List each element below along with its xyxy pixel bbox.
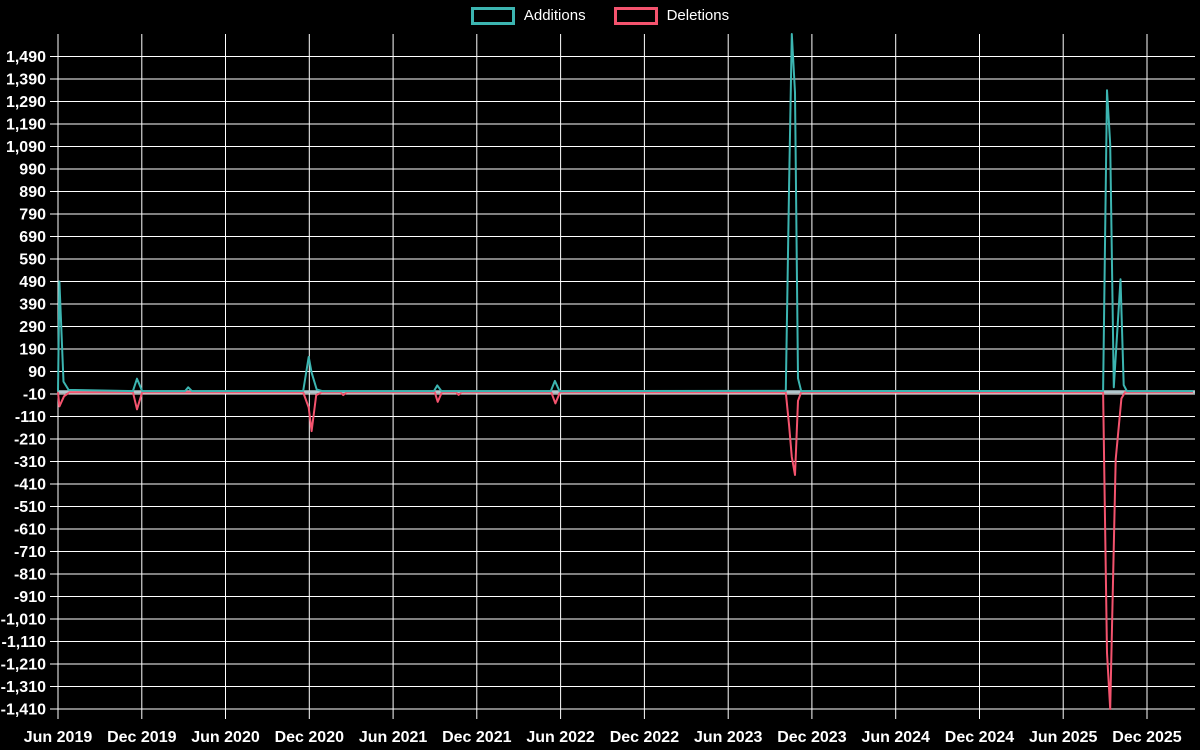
deletions-swatch-icon (613, 7, 658, 25)
y-tick-label: -710 (14, 544, 46, 561)
x-tick-label: Jun 2021 (359, 729, 428, 746)
y-tick-label: -1,210 (1, 657, 46, 674)
y-tick-label: 990 (19, 162, 46, 179)
x-tick-label: Dec 2020 (275, 729, 344, 746)
y-tick-label: 1,190 (6, 117, 46, 134)
y-tick-label: -410 (14, 477, 46, 494)
legend-item-additions[interactable]: Additions (470, 6, 586, 26)
legend-label-additions: Additions (523, 7, 586, 24)
y-tick-label: 1,090 (6, 139, 46, 156)
y-tick-label: 290 (19, 319, 46, 336)
x-tick-label: Jun 2023 (694, 729, 763, 746)
y-tick-label: 790 (19, 207, 46, 224)
legend-label-deletions: Deletions (666, 7, 730, 24)
x-tick-label: Dec 2021 (442, 729, 511, 746)
y-tick-label: 1,390 (6, 72, 46, 89)
y-tick-label: 690 (19, 229, 46, 246)
legend-item-deletions[interactable]: Deletions (613, 6, 730, 26)
x-tick-label: Jun 2019 (24, 729, 93, 746)
x-tick-label: Jun 2025 (1029, 729, 1098, 746)
y-tick-label: -310 (14, 454, 46, 471)
y-tick-label: 490 (19, 274, 46, 291)
y-axis-labels: 1,490 1,390 1,290 1,190 1,090 990 890 790 690 590… (1, 49, 46, 719)
y-tick-label: 890 (19, 184, 46, 201)
x-axis-labels: Jun 2019 Dec 2019 Jun 2020 Dec 2020 Jun 2021… (24, 729, 1182, 746)
y-tick-label: 390 (19, 297, 46, 314)
y-tick-label: -1,410 (1, 702, 46, 719)
chart-legend: Additions Deletions (0, 6, 1200, 26)
y-tick-label: -1,110 (2, 634, 47, 651)
grid (50, 34, 1195, 719)
y-tick-label: -110 (15, 409, 46, 426)
x-tick-label: Dec 2019 (107, 729, 176, 746)
y-tick-label: -910 (14, 589, 46, 606)
y-tick-label: 590 (19, 252, 46, 269)
y-tick-label: -210 (14, 432, 46, 449)
additions-line (57, 33, 1193, 393)
y-tick-label: 90 (28, 364, 46, 381)
y-tick-label: -1,310 (1, 679, 46, 696)
additions-swatch-icon (470, 7, 515, 25)
y-tick-label: 190 (19, 342, 46, 359)
y-tick-label: -10 (23, 387, 46, 404)
deletions-line (57, 391, 1193, 710)
x-tick-label: Jun 2024 (861, 729, 930, 746)
x-tick-label: Dec 2022 (610, 729, 679, 746)
x-tick-label: Dec 2023 (777, 729, 846, 746)
x-tick-label: Dec 2025 (1112, 729, 1181, 746)
x-tick-label: Jun 2022 (526, 729, 595, 746)
x-tick-label: Dec 2024 (945, 729, 1014, 746)
x-tick-label: Jun 2020 (191, 729, 260, 746)
y-tick-label: -510 (14, 499, 46, 516)
y-tick-label: -810 (14, 567, 46, 584)
y-tick-label: -1,010 (1, 612, 46, 629)
y-tick-label: -610 (14, 522, 46, 539)
y-tick-label: 1,490 (6, 49, 46, 66)
y-tick-label: 1,290 (6, 94, 46, 111)
